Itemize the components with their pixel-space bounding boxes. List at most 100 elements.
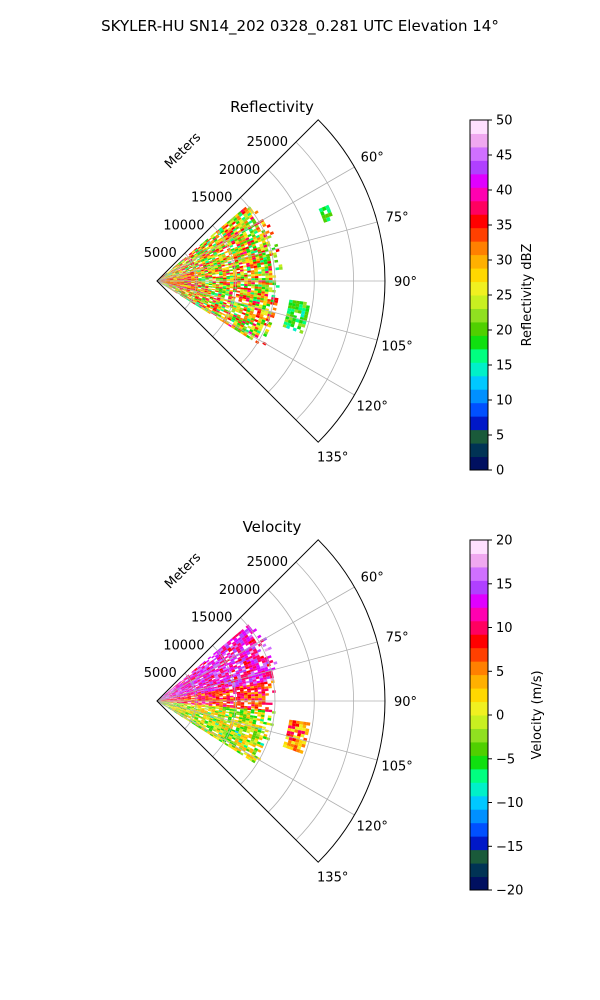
reflectivity-colorbar-swatch <box>470 214 488 229</box>
velocity-colorbar-swatch <box>470 849 488 864</box>
reflectivity-colorbar-tick-label: 15 <box>496 359 513 374</box>
velocity-azimuth-gridline <box>156 641 378 702</box>
velocity-colorbar-tick-label: 20 <box>496 534 513 549</box>
velocity-colorbar-swatch <box>470 634 488 649</box>
velocity-colorbar-swatch <box>470 688 488 703</box>
velocity-colorbar-label: Velocity (m/s) <box>530 670 545 759</box>
velocity-colorbar-swatch <box>470 863 488 878</box>
reflectivity-colorbar-tick-label: 10 <box>496 394 513 409</box>
velocity-colorbar-tick-label: 5 <box>496 665 504 680</box>
velocity-colorbar-swatch <box>470 647 488 662</box>
velocity-colorbar: −20 −15 −10 −5 0 5 10 15 20 <box>469 534 523 899</box>
reflectivity-colorbar-swatch <box>470 389 488 404</box>
velocity-azimuth-tick-label: 90° <box>394 695 417 710</box>
velocity-radial-tick-label: 5000 <box>144 666 177 681</box>
velocity-azimuth-tick-label: 60° <box>361 571 384 586</box>
reflectivity-colorbar-tick-label: 50 <box>496 114 513 129</box>
reflectivity-colorbar-swatch <box>470 321 488 336</box>
reflectivity-colorbar-label: Reflectivity dBZ <box>520 244 535 347</box>
velocity-colorbar-tick-label: −10 <box>496 796 523 811</box>
velocity-echo-region <box>282 719 311 754</box>
reflectivity-colorbar-swatch <box>470 295 488 309</box>
reflectivity-colorbar-tick-label: 5 <box>496 429 504 444</box>
velocity-radial-tick-label: 20000 <box>219 583 260 598</box>
velocity-colorbar-swatch <box>470 553 488 568</box>
reflectivity-echoes <box>158 204 333 346</box>
reflectivity-colorbar-tick-label: 20 <box>496 324 513 339</box>
reflectivity-colorbar-swatch <box>470 120 488 134</box>
reflectivity-panel: Reflectivity 5000 10000 15000 20000 25000 60°… <box>144 98 535 479</box>
velocity-colorbar-swatch <box>470 782 488 797</box>
reflectivity-radial-tick-label: 10000 <box>163 218 204 233</box>
velocity-colorbar-swatch <box>470 768 488 783</box>
reflectivity-colorbar-swatch <box>470 173 488 188</box>
reflectivity-colorbar-swatch <box>470 200 488 215</box>
velocity-radial-axis-label: Meters <box>162 550 204 592</box>
reflectivity-azimuth-tick-label: 135° <box>317 451 348 466</box>
reflectivity-colorbar-swatch <box>470 335 488 350</box>
velocity-colorbar-swatch <box>470 674 488 689</box>
velocity-colorbar-tick-label: −15 <box>496 840 523 855</box>
velocity-azimuth-tick-label: 105° <box>381 759 412 774</box>
reflectivity-colorbar-tick-label: 45 <box>496 149 513 164</box>
reflectivity-azimuth-tick-label: 60° <box>361 151 384 166</box>
reflectivity-colorbar-swatch <box>470 187 488 202</box>
reflectivity-azimuth-gridline <box>156 166 355 282</box>
reflectivity-radial-tick-label: 15000 <box>191 191 232 206</box>
velocity-axis-ticks: 5000 10000 15000 20000 25000 60° 75° 90° 105° 120… <box>144 555 417 886</box>
velocity-colorbar-tick-label: 10 <box>496 621 513 636</box>
velocity-colorbar-tick-label: 15 <box>496 577 513 592</box>
velocity-echo-region <box>159 701 276 764</box>
velocity-azimuth-gridline <box>156 586 355 702</box>
velocity-panel: Velocity 5000 10000 15000 20000 25000 60° 75° 9… <box>144 518 545 899</box>
velocity-radial-tick-label: 15000 <box>191 611 232 626</box>
velocity-azimuth-tick-label: 75° <box>386 631 409 646</box>
velocity-colorbar-swatch <box>470 876 488 891</box>
reflectivity-colorbar-tick-label: 30 <box>496 254 513 269</box>
velocity-colorbar-tick-label: −20 <box>496 884 523 899</box>
reflectivity-azimuth-gridline <box>156 280 355 396</box>
reflectivity-radial-tick-label: 20000 <box>219 163 260 178</box>
reflectivity-colorbar-swatch <box>470 227 488 242</box>
reflectivity-echo-region <box>158 206 283 346</box>
velocity-colorbar-swatch <box>470 566 488 581</box>
velocity-colorbar-swatch <box>470 593 488 608</box>
reflectivity-azimuth-gridline <box>156 221 378 282</box>
reflectivity-colorbar-tick-label: 25 <box>496 289 513 304</box>
velocity-colorbar-tick-label: −5 <box>496 752 515 767</box>
velocity-radial-tick-label: 25000 <box>247 555 288 570</box>
reflectivity-colorbar-swatch <box>470 133 488 148</box>
velocity-sector-outline <box>156 539 386 863</box>
reflectivity-colorbar-tick-label: 40 <box>496 184 513 199</box>
reflectivity-azimuth-tick-label: 75° <box>386 211 409 226</box>
reflectivity-colorbar-tick-label: 35 <box>496 219 513 234</box>
reflectivity-grid <box>156 119 386 443</box>
reflectivity-colorbar-swatch <box>470 362 488 377</box>
reflectivity-colorbar-swatch <box>470 402 488 417</box>
reflectivity-colorbar-swatch <box>470 443 488 458</box>
velocity-azimuth-gridline <box>156 700 378 761</box>
reflectivity-title: Reflectivity <box>230 98 314 116</box>
velocity-colorbar-swatch <box>470 822 488 837</box>
velocity-colorbar-swatch <box>470 836 488 851</box>
reflectivity-azimuth-gridline <box>156 280 378 341</box>
velocity-azimuth-tick-label: 120° <box>357 819 388 834</box>
reflectivity-colorbar-swatch <box>470 416 488 431</box>
velocity-title: Velocity <box>243 518 302 536</box>
velocity-colorbar-swatch <box>470 728 488 743</box>
velocity-colorbar-swatch <box>470 540 488 554</box>
reflectivity-colorbar-swatch <box>470 241 488 256</box>
velocity-colorbar-swatch <box>470 701 488 716</box>
figure-title: SKYLER-HU SN14_202 0328_0.281 UTC Elevat… <box>101 17 499 36</box>
reflectivity-colorbar-swatch <box>470 146 488 161</box>
reflectivity-colorbar-swatch <box>470 254 488 269</box>
reflectivity-colorbar-swatch <box>470 456 488 471</box>
reflectivity-azimuth-tick-label: 105° <box>381 339 412 354</box>
reflectivity-colorbar-swatch <box>470 268 488 283</box>
velocity-colorbar-swatch <box>470 607 488 622</box>
velocity-colorbar-swatch <box>470 580 488 595</box>
reflectivity-radial-axis-label: Meters <box>162 130 204 172</box>
reflectivity-sector-outline <box>156 119 386 443</box>
velocity-colorbar-swatch <box>470 661 488 676</box>
velocity-azimuth-tick-label: 135° <box>317 871 348 886</box>
